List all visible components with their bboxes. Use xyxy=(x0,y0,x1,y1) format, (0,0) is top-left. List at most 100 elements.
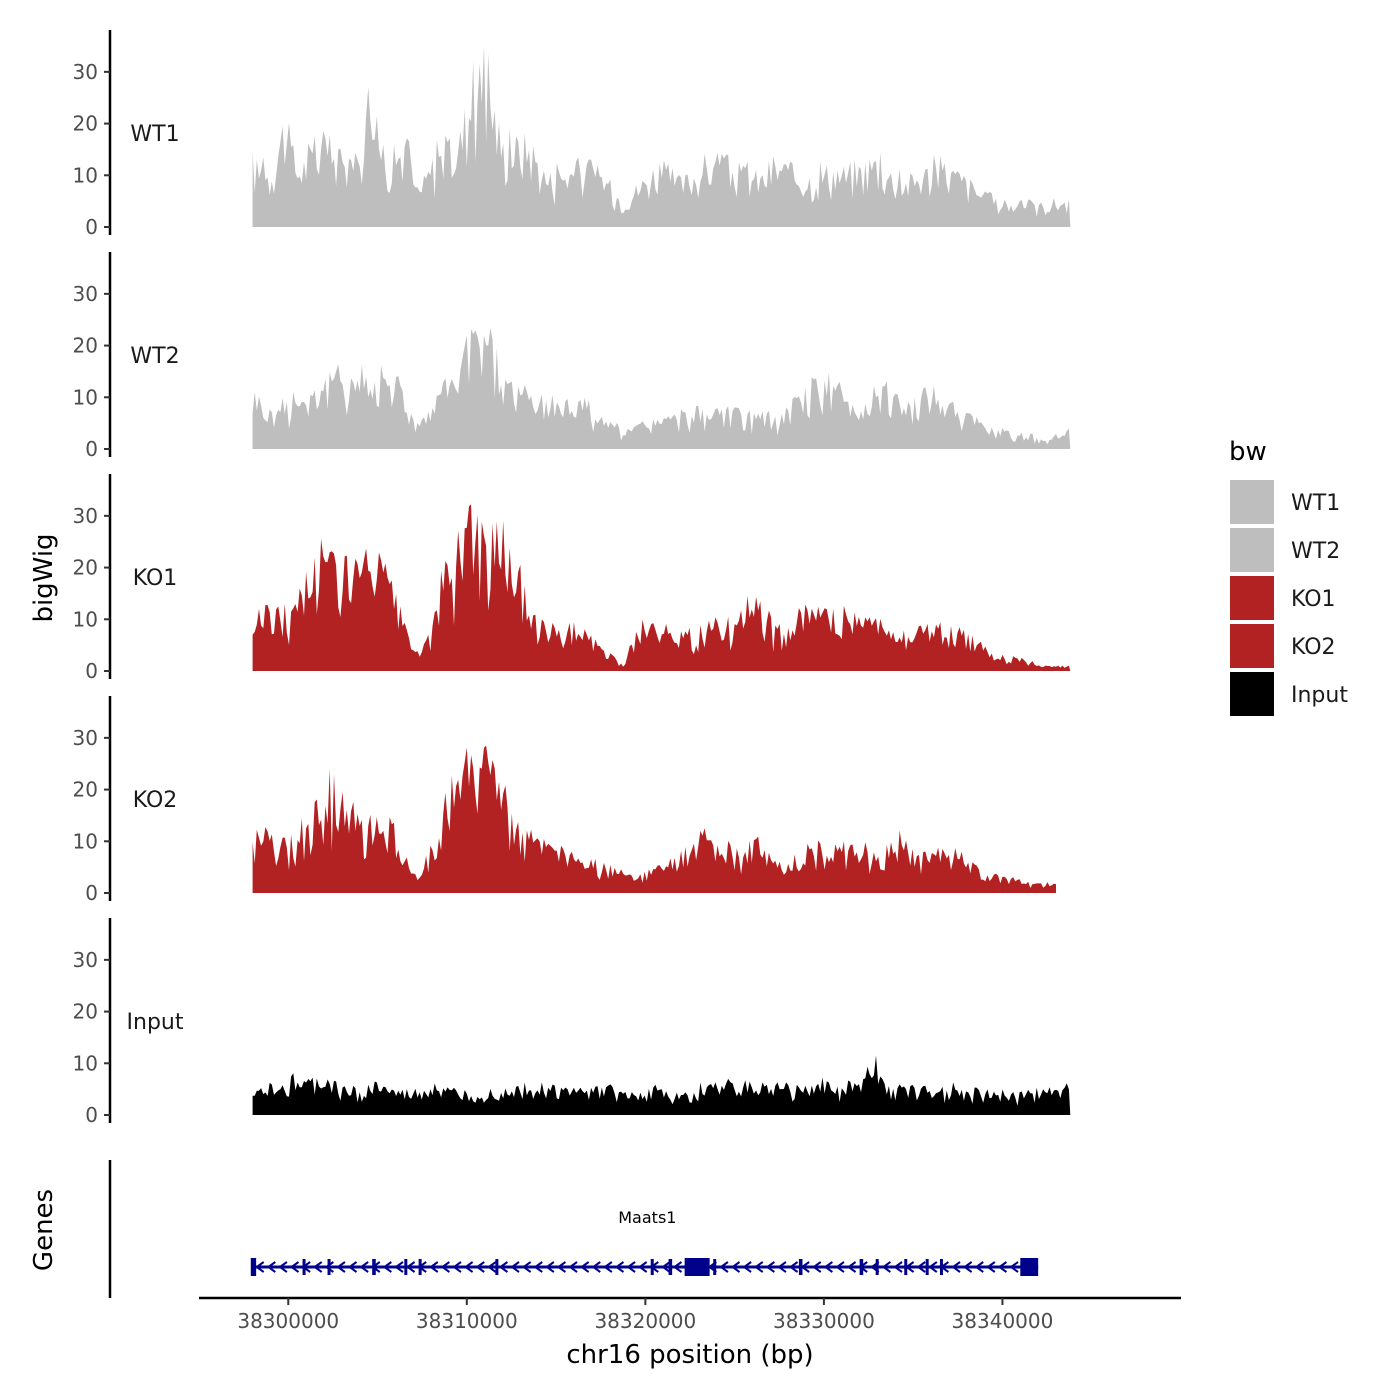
legend-key-ko2 xyxy=(1230,624,1274,668)
strand-arrow xyxy=(637,1261,648,1273)
x-tick-label: 38310000 xyxy=(416,1309,518,1333)
y-tick-label: 10 xyxy=(73,829,98,853)
gene-exon xyxy=(684,1258,710,1276)
strand-arrow xyxy=(278,1261,288,1273)
y-tick-label: 10 xyxy=(73,163,98,187)
strand-arrow xyxy=(997,1261,1008,1273)
gene-exon xyxy=(939,1259,943,1275)
strand-arrow xyxy=(846,1261,857,1273)
strand-arrow xyxy=(928,1261,938,1273)
y-tick-label: 0 xyxy=(85,215,98,239)
strand-arrow xyxy=(440,1261,450,1273)
strand-arrow xyxy=(974,1261,984,1273)
strand-arrow xyxy=(835,1261,845,1273)
y-tick-label: 0 xyxy=(85,1103,98,1127)
gene-exon xyxy=(798,1259,803,1275)
signal-area-ko2 xyxy=(252,745,1057,893)
y-tick-label: 10 xyxy=(73,385,98,409)
gene-exon xyxy=(650,1259,654,1275)
legend-label-wt2: WT2 xyxy=(1291,539,1340,564)
gene-exon xyxy=(668,1259,673,1275)
track-input: 0 10 20 30 Input xyxy=(73,918,1071,1127)
strand-arrow xyxy=(498,1261,509,1273)
strand-arrow xyxy=(823,1261,833,1273)
track-ko1: 0 10 20 30 KO1 xyxy=(73,474,1071,683)
gene-exon xyxy=(418,1259,422,1275)
track-label: Input xyxy=(127,1010,184,1035)
strand-arrow xyxy=(533,1261,543,1273)
y-tick-label: 30 xyxy=(73,504,98,528)
track-wt2: 0 10 20 30 WT2 xyxy=(73,252,1071,461)
strand-arrow xyxy=(405,1261,416,1273)
track-label: KO1 xyxy=(133,566,178,591)
legend-label-input: Input xyxy=(1291,683,1348,708)
strand-arrow xyxy=(487,1261,497,1273)
x-tick-label: 38320000 xyxy=(594,1309,696,1333)
strand-arrow xyxy=(986,1261,996,1273)
y-tick-label: 0 xyxy=(85,881,98,905)
y-tick-label: 0 xyxy=(85,659,98,683)
legend-key-input xyxy=(1230,672,1274,716)
signal-area-input xyxy=(252,1055,1071,1115)
strand-arrow xyxy=(545,1261,555,1273)
gene-exon xyxy=(925,1259,929,1275)
y-tick-label: 10 xyxy=(73,607,98,631)
strand-arrow xyxy=(719,1261,729,1273)
gene-exon xyxy=(495,1259,499,1275)
gene-exon xyxy=(404,1259,408,1275)
strand-arrow xyxy=(730,1261,741,1273)
x-tick-label: 38340000 xyxy=(952,1309,1054,1333)
strand-arrow xyxy=(452,1261,462,1273)
y-tick-label: 20 xyxy=(73,556,98,580)
strand-arrow xyxy=(463,1261,474,1273)
legend: bw WT1 WT2 KO1 KO2 Input xyxy=(1229,437,1348,716)
legend-label-ko1: KO1 xyxy=(1291,587,1336,612)
strand-arrow xyxy=(475,1261,485,1273)
tracks: 0 10 20 30 WT1 0 10 20 30 WT2 0 10 20 30 KO1 0 10 20 30 KO2… xyxy=(73,30,1071,1127)
strand-arrow xyxy=(1009,1261,1019,1273)
signal-area-wt1 xyxy=(252,46,1071,227)
y-tick-label: 20 xyxy=(73,334,98,358)
strand-arrow xyxy=(777,1261,787,1273)
gene-exon xyxy=(859,1259,864,1275)
strand-arrow xyxy=(788,1261,799,1273)
strand-arrow xyxy=(672,1261,683,1273)
strand-arrow xyxy=(382,1261,392,1273)
x-axis-title: chr16 position (bp) xyxy=(566,1340,813,1370)
strand-arrow xyxy=(313,1261,323,1273)
strand-arrow xyxy=(591,1261,601,1273)
strand-arrow xyxy=(893,1261,903,1273)
y-tick-label: 30 xyxy=(73,282,98,306)
track-ko2: 0 10 20 30 KO2 xyxy=(73,696,1057,905)
strand-arrow xyxy=(881,1261,891,1273)
strand-arrow xyxy=(614,1261,625,1273)
y-tick-label: 20 xyxy=(73,1000,98,1024)
strand-arrow xyxy=(812,1261,822,1273)
strand-arrow xyxy=(266,1261,276,1273)
legend-key-wt1 xyxy=(1230,480,1274,524)
strand-arrow xyxy=(603,1261,613,1273)
genes-axis-title: Genes xyxy=(29,1189,59,1271)
gene-exon xyxy=(302,1259,306,1275)
gene-exon xyxy=(372,1259,376,1275)
strand-arrow xyxy=(254,1261,265,1273)
y-axis-title: bigWig xyxy=(29,533,59,622)
gene-exon xyxy=(904,1259,908,1275)
strand-arrow xyxy=(289,1261,300,1273)
track-label: WT2 xyxy=(130,344,179,369)
strand-arrow xyxy=(754,1261,764,1273)
legend-label-wt1: WT1 xyxy=(1291,491,1340,516)
strand-arrow xyxy=(429,1261,439,1273)
track-wt1: 0 10 20 30 WT1 xyxy=(73,30,1071,239)
strand-arrow xyxy=(661,1261,671,1273)
strand-arrow xyxy=(579,1261,590,1273)
strand-arrow xyxy=(568,1261,578,1273)
strand-arrow xyxy=(765,1261,775,1273)
strand-arrow xyxy=(742,1261,752,1273)
gene-exon xyxy=(1020,1258,1039,1276)
strand-arrow xyxy=(556,1261,567,1273)
y-tick-label: 30 xyxy=(73,726,98,750)
legend-title: bw xyxy=(1229,437,1267,467)
strand-arrow xyxy=(951,1261,961,1273)
